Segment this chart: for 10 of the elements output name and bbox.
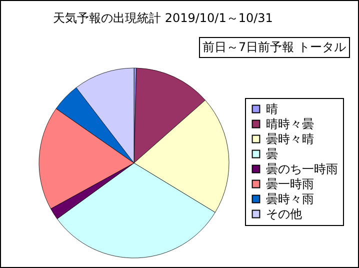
legend-label: 曇 xyxy=(266,147,278,161)
chart-subtitle: 前日～7日前予報 トータル xyxy=(198,37,350,58)
chart-title: 天気予報の出現統計 2019/10/1～10/31 xyxy=(53,10,273,27)
legend-label: 晴 xyxy=(266,102,278,116)
legend-label: 曇一時雨 xyxy=(266,177,314,191)
legend-label: 曇時々晴 xyxy=(266,132,314,146)
legend-label: 曇のち一時雨 xyxy=(266,162,338,176)
legend-label: その他 xyxy=(266,207,302,221)
legend-label: 晴時々曇 xyxy=(266,117,314,131)
legend-label: 曇時々雨 xyxy=(266,192,314,206)
